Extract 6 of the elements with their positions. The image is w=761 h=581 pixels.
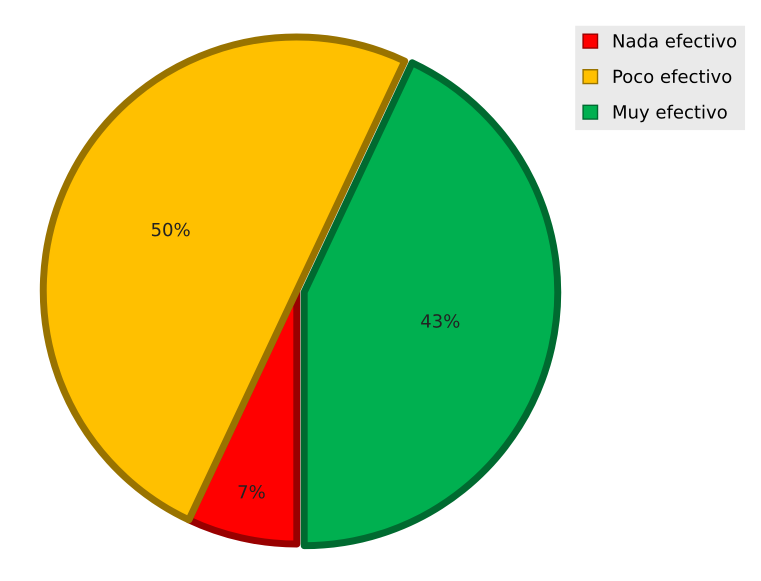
legend-label: Muy efectivo bbox=[614, 104, 727, 122]
data-label: 43% bbox=[421, 314, 460, 328]
data-label: 7% bbox=[238, 484, 265, 499]
legend-label: Nada efectivo bbox=[614, 34, 736, 48]
data-label: 50% bbox=[152, 222, 190, 236]
legend-label: Poco efectivo bbox=[614, 69, 732, 84]
